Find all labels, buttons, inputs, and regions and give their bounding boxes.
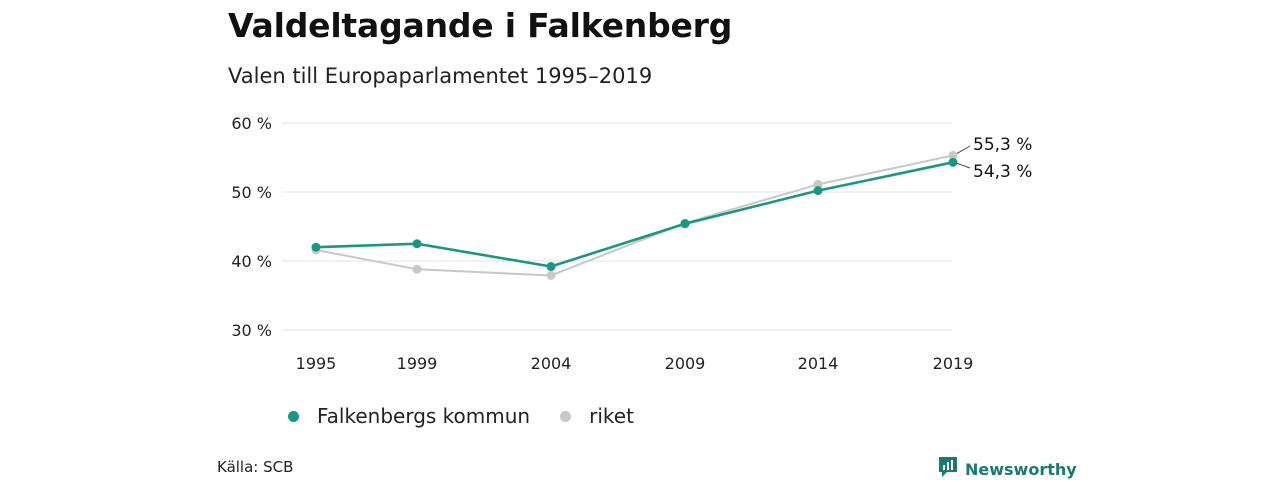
legend-marker-riket: [560, 410, 572, 422]
legend-item-riket: riket: [560, 404, 634, 428]
end-label-falkenberg: 54,3 %: [973, 162, 1032, 182]
series-line-falkenberg: [315, 161, 954, 268]
x-tick-label: 1999: [397, 354, 438, 373]
line-chart: 30 % 40 % 50 % 60 % 1995 1999 2004 2009 2014 2019…: [231, 114, 1032, 373]
chart-subtitle: Valen till Europaparlamentet 1995–2019: [228, 64, 653, 88]
data-point-riket: [546, 270, 556, 280]
brand-name: Newsworthy: [965, 459, 1077, 479]
series-line-riket: [315, 154, 954, 277]
data-point-falkenberg: [948, 157, 958, 167]
data-point-falkenberg: [546, 262, 556, 272]
data-point-falkenberg: [311, 242, 321, 252]
end-label-riket: 55,3 %: [973, 135, 1032, 155]
legend-label-falkenberg: Falkenbergs kommun: [317, 404, 531, 428]
x-tick-label: 1995: [296, 354, 337, 373]
source-note: Källa: SCB: [217, 458, 294, 476]
x-tick-label: 2004: [531, 354, 572, 373]
data-point-falkenberg: [412, 239, 422, 249]
data-point-falkenberg: [680, 219, 690, 229]
end-label-leader-falkenberg: [956, 162, 971, 169]
legend-marker-falkenberg: [288, 410, 299, 422]
end-label-leader-riket: [956, 145, 971, 154]
x-tick-label: 2009: [665, 354, 706, 373]
chart-title: Valdeltagande i Falkenberg: [228, 6, 733, 45]
brand-logo[interactable]: Newsworthy: [938, 456, 1077, 482]
x-tick-label: 2014: [798, 354, 839, 373]
y-tick-label: 40 %: [231, 252, 272, 271]
y-tick-label: 30 %: [231, 321, 272, 340]
legend: Falkenbergs kommun riket: [288, 404, 664, 428]
legend-label-riket: riket: [589, 404, 634, 428]
x-tick-label: 2019: [933, 354, 974, 373]
data-point-riket: [412, 264, 422, 274]
y-tick-label: 50 %: [231, 183, 272, 202]
data-point-riket: [813, 179, 823, 189]
legend-item-falkenberg: Falkenbergs kommun: [288, 404, 530, 428]
newsworthy-logo-icon: [938, 456, 958, 482]
data-point-falkenberg: [813, 186, 823, 196]
data-point-riket: [948, 150, 958, 160]
y-tick-label: 60 %: [231, 114, 272, 133]
